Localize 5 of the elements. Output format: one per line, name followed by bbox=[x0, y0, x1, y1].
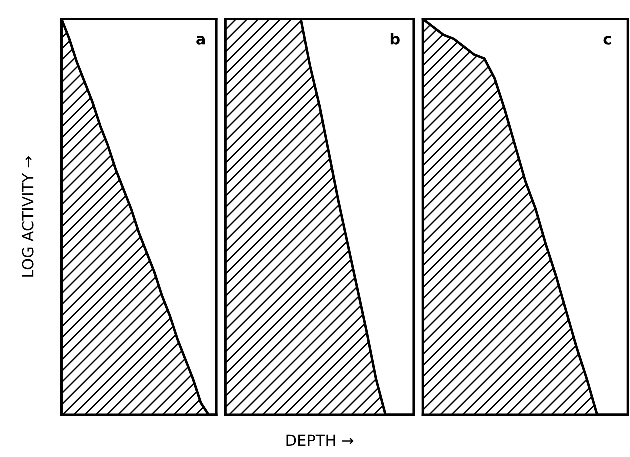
y-axis-title: LOG ACTIVITY → bbox=[22, 156, 34, 277]
text: c bbox=[604, 36, 612, 45]
text: b bbox=[390, 33, 400, 45]
x-axis-title: DEPTH → bbox=[286, 434, 354, 446]
text: a bbox=[196, 36, 206, 45]
